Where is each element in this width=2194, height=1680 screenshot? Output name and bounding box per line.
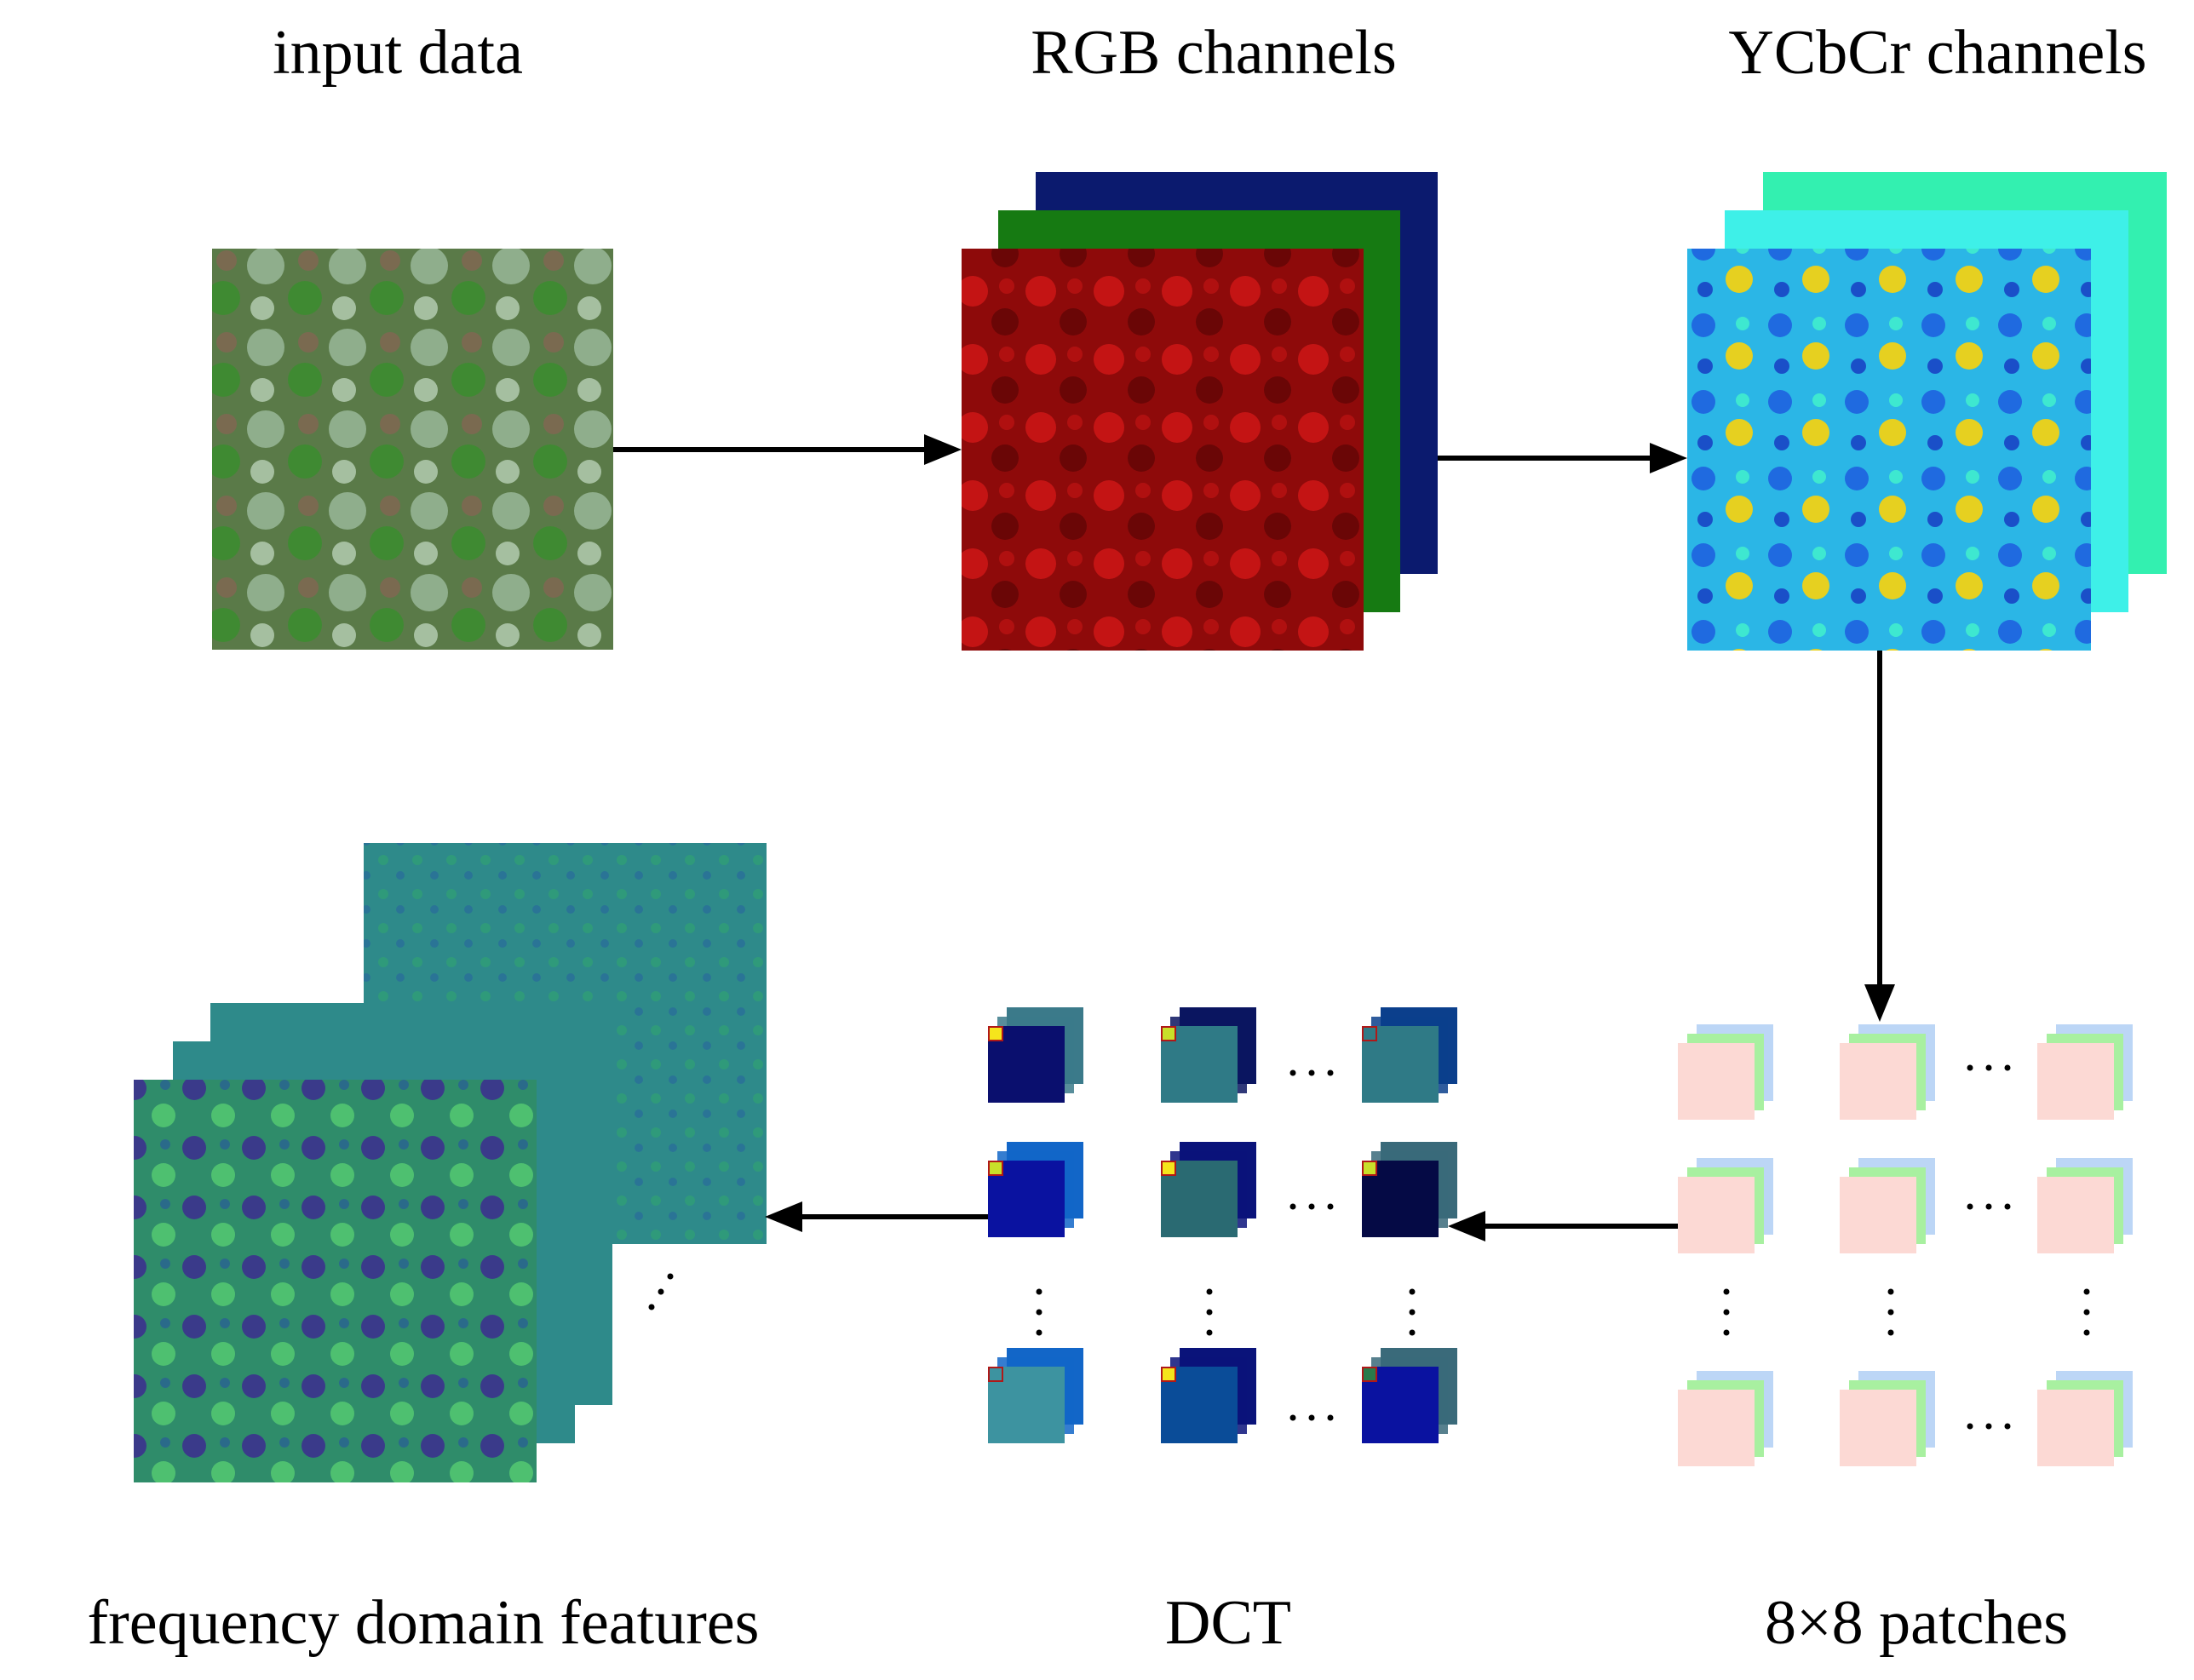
dct-horizontal-dots — [1327, 1414, 1334, 1421]
patch-vertical-dots — [1887, 1309, 1894, 1316]
dct-vertical-dots — [1206, 1288, 1213, 1295]
freq-diagonal-dots — [648, 1273, 674, 1310]
dct-dc-coefficient-marker — [1161, 1367, 1176, 1382]
patch-horizontal-dots — [1967, 1203, 1973, 1210]
arrow-rgb-to-ycbcr — [1438, 443, 1687, 473]
dct-block — [988, 1142, 1083, 1237]
dct-ellipsis-dots — [1036, 1069, 1416, 1421]
dct-vertical-dots — [1409, 1329, 1416, 1336]
dct-vertical-dots — [1036, 1309, 1042, 1316]
label-dct: DCT — [1165, 1588, 1291, 1658]
dct-block — [988, 1348, 1083, 1443]
patch-block-front — [2037, 1177, 2114, 1253]
patch-ellipsis-dots — [1723, 1064, 2090, 1430]
patch-horizontal-dots — [1967, 1423, 1973, 1430]
patch-horizontal-dots — [2004, 1064, 2011, 1071]
patch-horizontal-dots — [1967, 1064, 1973, 1071]
dct-dc-coefficient-marker — [1362, 1026, 1377, 1041]
dct-horizontal-dots — [1327, 1069, 1334, 1076]
patch-block-front — [1678, 1390, 1755, 1466]
patch-block-front — [1840, 1177, 1916, 1253]
ycbcr-y-channel — [1687, 249, 2091, 651]
dct-dc-coefficient-marker — [1161, 1161, 1176, 1176]
dct-horizontal-dots — [1308, 1203, 1315, 1210]
dct-vertical-dots — [1206, 1309, 1213, 1316]
patch-block — [1840, 1158, 1935, 1253]
patch-block — [2037, 1024, 2133, 1120]
patch-block — [1840, 1024, 1935, 1120]
patch-vertical-dots — [1887, 1329, 1894, 1336]
patch-block-front — [2037, 1390, 2114, 1466]
dct-dc-coefficient-marker — [988, 1026, 1003, 1041]
patch-block — [1678, 1371, 1773, 1466]
dct-dc-coefficient-marker — [1161, 1026, 1176, 1041]
dct-block — [1161, 1142, 1256, 1237]
dct-horizontal-dots — [1308, 1069, 1315, 1076]
dct-block — [988, 1007, 1083, 1103]
arrow-dct-to-freq — [765, 1201, 988, 1232]
patch-horizontal-dots — [2004, 1203, 2011, 1210]
patch-grid — [1678, 1024, 2133, 1466]
patch-horizontal-dots — [1985, 1064, 1992, 1071]
patch-block-front — [1840, 1043, 1916, 1120]
label-ycbcr-channels: YCbCr channels — [1728, 18, 2146, 88]
freq-feature-front — [134, 1080, 537, 1482]
patch-horizontal-dots — [2004, 1423, 2011, 1430]
dct-horizontal-dots — [1289, 1414, 1296, 1421]
patch-vertical-dots — [2083, 1309, 2090, 1316]
label-rgb-channels: RGB channels — [1031, 18, 1397, 88]
patch-block — [1678, 1158, 1773, 1253]
patch-block — [2037, 1371, 2133, 1466]
dct-vertical-dots — [1036, 1329, 1042, 1336]
patch-vertical-dots — [1723, 1288, 1730, 1295]
dct-horizontal-dots — [1289, 1069, 1296, 1076]
dct-dc-coefficient-marker — [988, 1367, 1003, 1382]
label-input-data: input data — [273, 18, 523, 88]
dct-horizontal-dots — [1308, 1414, 1315, 1421]
dct-block — [1362, 1007, 1457, 1103]
dct-vertical-dots — [1206, 1329, 1213, 1336]
dct-block — [1362, 1142, 1457, 1237]
dct-horizontal-dots — [1327, 1203, 1334, 1210]
patch-block — [1840, 1371, 1935, 1466]
dct-dc-coefficient-marker — [1362, 1161, 1377, 1176]
patch-horizontal-dots — [1985, 1203, 1992, 1210]
dct-block — [1161, 1348, 1256, 1443]
dct-block — [1362, 1348, 1457, 1443]
dct-dc-coefficient-marker — [1362, 1367, 1377, 1382]
arrow-input-to-rgb — [613, 434, 962, 465]
dct-vertical-dots — [1409, 1309, 1416, 1316]
patch-block-front — [1678, 1177, 1755, 1253]
dct-block — [1161, 1007, 1256, 1103]
dct-dc-coefficient-marker — [988, 1161, 1003, 1176]
label-frequency-domain-features: frequency domain features — [88, 1588, 760, 1658]
arrow-ycbcr-to-patches — [1864, 651, 1895, 1022]
rgb-red-channel — [962, 249, 1364, 651]
arrow-patches-to-dct — [1448, 1211, 1678, 1241]
dct-vertical-dots — [1036, 1288, 1042, 1295]
input-image — [212, 249, 613, 650]
patch-block-front — [1678, 1043, 1755, 1120]
patch-vertical-dots — [1887, 1288, 1894, 1295]
patch-vertical-dots — [2083, 1329, 2090, 1336]
dct-horizontal-dots — [1289, 1203, 1296, 1210]
patch-vertical-dots — [1723, 1329, 1730, 1336]
patch-block — [1678, 1024, 1773, 1120]
dct-block-grid — [988, 1007, 1457, 1443]
label-8x8-patches: 8×8 patches — [1765, 1588, 2068, 1658]
dct-vertical-dots — [1409, 1288, 1416, 1295]
patch-vertical-dots — [1723, 1309, 1730, 1316]
patch-vertical-dots — [2083, 1288, 2090, 1295]
patch-block-front — [1840, 1390, 1916, 1466]
patch-block — [2037, 1158, 2133, 1253]
patch-horizontal-dots — [1985, 1423, 1992, 1430]
patch-block-front — [2037, 1043, 2114, 1120]
